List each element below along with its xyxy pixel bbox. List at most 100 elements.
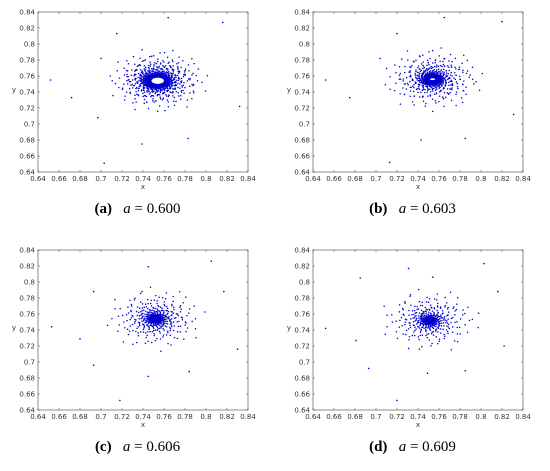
orbit-point (131, 314, 133, 317)
orbit-point (168, 318, 170, 320)
orbit-point (143, 327, 145, 329)
orbit-point (426, 296, 428, 299)
orbit-point (439, 74, 442, 77)
orbit-point (458, 68, 460, 71)
orbit-point (422, 81, 425, 84)
orbit-point (127, 62, 130, 65)
orbit-point (139, 57, 141, 60)
orbit-point (149, 74, 151, 76)
orbit-point (417, 77, 420, 80)
orbit-point (140, 317, 142, 320)
orbit-point (126, 83, 129, 85)
orbit-point (436, 316, 439, 319)
orbit-point (129, 318, 131, 321)
orbit-point (419, 331, 422, 333)
orbit-point (161, 296, 164, 299)
orbit-point (432, 69, 434, 72)
outer-point (238, 105, 241, 108)
orbit-point (409, 66, 411, 68)
outer-point (359, 277, 362, 279)
orbit-point (421, 81, 423, 83)
orbit-point (454, 314, 456, 316)
orbit-point (159, 63, 162, 65)
orbit-point (169, 334, 172, 337)
outer-point (115, 32, 118, 35)
orbit-point (443, 319, 445, 321)
orbit-point (169, 329, 171, 332)
orbit-point (428, 327, 431, 329)
orbit-point (157, 328, 159, 330)
orbit-point (188, 308, 191, 310)
caption-a-value: 0.600 (146, 201, 181, 217)
orbit-point (462, 89, 465, 92)
orbit-point (422, 100, 425, 102)
orbit-point (443, 317, 445, 320)
orbit-point (432, 66, 434, 69)
y-tick-label: 0.84 (294, 247, 310, 255)
orbit-point (165, 95, 168, 97)
orbit-point (434, 323, 436, 325)
orbit-point (148, 314, 150, 317)
orbit-point (429, 69, 432, 72)
orbit-point (138, 317, 141, 320)
orbit-point (477, 312, 480, 314)
orbit-point (440, 77, 443, 79)
orbit-point (147, 89, 149, 91)
orbit-point (434, 89, 437, 92)
orbit-point (432, 73, 435, 76)
orbit-point (436, 84, 438, 87)
orbit-point (150, 55, 153, 58)
orbit-point (447, 72, 450, 75)
outer-point (147, 266, 150, 268)
x-tick-label: 0.76 (156, 413, 172, 421)
orbit-point (416, 74, 419, 77)
orbit-point (386, 314, 388, 316)
orbit-point (432, 330, 435, 333)
orbit-point (391, 321, 394, 323)
orbit-point (154, 313, 157, 316)
orbit-point (444, 296, 446, 299)
orbit-point (180, 308, 182, 311)
orbit-point (434, 316, 436, 318)
y-tick-label: 0.66 (294, 153, 310, 161)
orbit-point (437, 65, 439, 68)
orbit-point (447, 318, 449, 320)
orbit-point (147, 340, 149, 343)
orbit-point (400, 316, 403, 319)
y-tick-label: 0.76 (294, 73, 310, 81)
orbit-point (143, 98, 146, 101)
orbit-point (132, 343, 134, 346)
orbit-point (442, 63, 445, 66)
orbit-point (439, 320, 442, 322)
orbit-point (426, 73, 429, 76)
orbit-point (422, 317, 425, 320)
orbit-point (160, 327, 162, 329)
orbit-point (150, 86, 152, 89)
orbit-point (154, 329, 157, 331)
orbit-point (183, 73, 185, 76)
orbit-point (443, 105, 445, 108)
orbit-point (442, 60, 444, 63)
limit-cycle-inner (150, 76, 166, 86)
orbit-point (177, 67, 179, 69)
orbit-point (446, 314, 448, 317)
orbit-point (419, 324, 421, 326)
orbit-point (137, 89, 140, 92)
orbit-point (136, 341, 138, 344)
orbit-point (175, 75, 177, 77)
orbit-point (151, 309, 153, 311)
orbit-point (179, 306, 181, 309)
orbit-point (443, 337, 446, 340)
orbit-point (415, 69, 417, 71)
orbit-point (399, 78, 402, 80)
orbit-point (417, 308, 420, 310)
y-tick-label: 0.84 (294, 9, 310, 17)
orbit-point (449, 87, 451, 90)
orbit-point (450, 99, 453, 102)
orbit-point (446, 320, 448, 322)
orbit-point (409, 326, 412, 329)
orbit-point (141, 307, 144, 309)
orbit-point (139, 84, 142, 86)
orbit-point (422, 316, 425, 318)
orbit-point (438, 95, 441, 97)
